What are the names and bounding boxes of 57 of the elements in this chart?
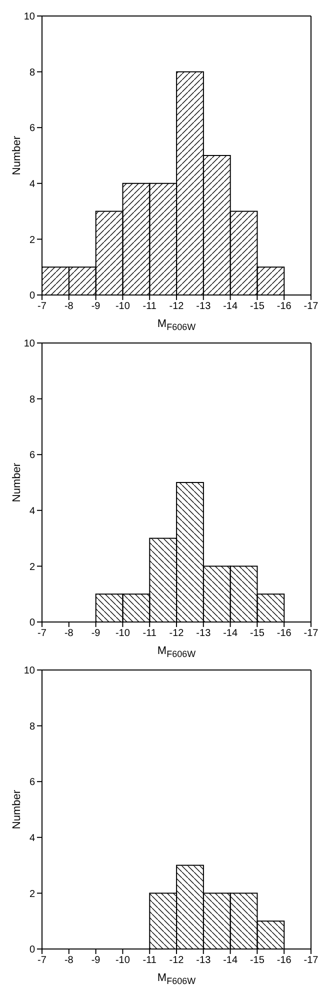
x-tick-label: -16 <box>276 955 292 966</box>
x-tick-label: -8 <box>64 955 74 966</box>
x-tick-label: -12 <box>169 628 184 640</box>
y-tick-label: 0 <box>29 944 36 956</box>
y-tick-label: 0 <box>29 618 36 629</box>
y-axis-title: Number <box>11 462 23 502</box>
x-tick-label: -12 <box>169 955 184 966</box>
y-tick-label: 6 <box>29 777 36 788</box>
x-tick-label: -15 <box>250 301 265 312</box>
x-tick-label: -11 <box>142 628 157 640</box>
y-tick-label: 6 <box>29 123 36 134</box>
x-axis-title: M$_{F606W}$ <box>157 645 196 659</box>
x-tick-label: -17 <box>304 301 319 312</box>
x-tick-label: -13 <box>196 301 212 312</box>
x-tick-label: -7 <box>38 301 47 312</box>
x-tick-label: -14 <box>223 628 238 640</box>
y-tick-label: 10 <box>24 338 36 350</box>
x-tick-label: -9 <box>91 628 101 640</box>
x-tick-label: -7 <box>38 955 47 966</box>
x-tick-label: -15 <box>250 955 265 966</box>
x-tick-label: -12 <box>169 301 184 312</box>
y-tick-label: 0 <box>29 290 36 302</box>
y-tick-label: 10 <box>24 12 36 23</box>
x-tick-label: -10 <box>115 955 130 966</box>
y-tick-label: 10 <box>24 666 36 677</box>
x-tick-label: -7 <box>38 628 47 640</box>
x-tick-label: -10 <box>115 301 130 312</box>
y-tick-label: 2 <box>29 562 36 573</box>
y-tick-label: 4 <box>29 178 36 190</box>
x-tick-label: -16 <box>276 628 292 640</box>
x-tick-label: -9 <box>91 301 101 312</box>
x-axis-title: M$_{F606W}$ <box>157 972 196 986</box>
x-tick-label: -13 <box>196 955 212 966</box>
x-tick-label: -10 <box>115 628 130 640</box>
y-tick-label: 8 <box>29 67 36 78</box>
x-tick-label: -17 <box>304 955 319 966</box>
x-tick-label: -11 <box>142 301 157 312</box>
x-tick-label: -13 <box>196 628 212 640</box>
x-tick-label: -8 <box>64 301 74 312</box>
y-tick-label: 2 <box>29 888 36 900</box>
x-tick-label: -11 <box>142 955 157 966</box>
x-tick-label: -17 <box>304 628 319 640</box>
x-tick-label: -14 <box>223 301 238 312</box>
y-tick-label: 2 <box>29 234 36 246</box>
y-axis-title: Number <box>11 790 23 830</box>
x-tick-label: -8 <box>64 628 74 640</box>
y-tick-label: 8 <box>29 394 36 406</box>
x-tick-label: -16 <box>276 301 292 312</box>
y-tick-label: 6 <box>29 450 36 462</box>
y-axis-title: Number <box>11 136 23 176</box>
y-tick-label: 4 <box>29 506 36 517</box>
y-tick-label: 8 <box>29 721 36 732</box>
x-tick-label: -9 <box>91 955 101 966</box>
y-tick-label: 4 <box>29 832 36 844</box>
x-tick-label: -14 <box>223 955 238 966</box>
x-axis-title: M$_{F606W}$ <box>157 318 196 332</box>
x-tick-label: -15 <box>250 628 265 640</box>
